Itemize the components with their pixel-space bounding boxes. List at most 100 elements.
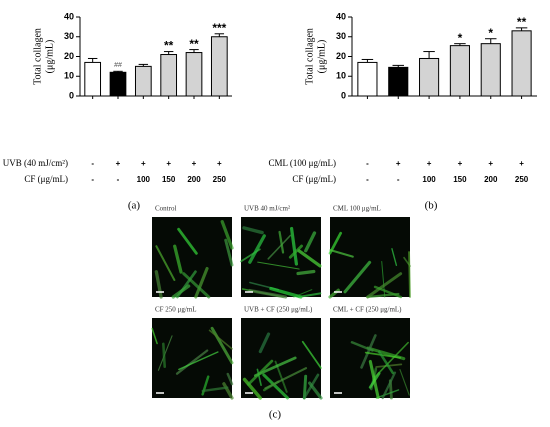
cell-fiber [289, 226, 299, 266]
x-tick-label: 100 [137, 175, 151, 184]
x-tick-label: - [91, 175, 94, 184]
image-caption: CF 250 μg/mL [155, 306, 196, 314]
x-tick-label: + [217, 159, 222, 168]
cell-fiber [360, 334, 377, 369]
x-tick-label: 250 [515, 175, 529, 184]
x-tick-label: + [192, 159, 197, 168]
cell-fiber [288, 244, 303, 259]
cell-fiber [155, 245, 176, 282]
y-tick-label: 40 [336, 11, 346, 21]
y-axis-label: Total collagen [32, 28, 43, 85]
y-tick-label: 0 [341, 90, 346, 100]
bar [109, 71, 127, 97]
y-axis-label: Total collagen [304, 28, 315, 85]
cell-fiber [262, 373, 290, 400]
x-tick-label: 200 [484, 175, 498, 184]
bar [449, 45, 470, 97]
cell-fiber [222, 382, 234, 400]
x-tick-label: + [116, 159, 121, 168]
x-tick-label: + [166, 159, 171, 168]
cell-fiber [373, 285, 403, 299]
x-tick-label: - [91, 159, 94, 168]
y-tick-label: 20 [64, 51, 74, 61]
cell-fiber [364, 351, 402, 359]
y-tick-label: 0 [69, 90, 74, 100]
image-caption: CML 100 μg/mL [333, 205, 381, 213]
y-axis-label: (μg/mL) [44, 40, 55, 74]
significance-label: ** [164, 39, 174, 53]
cell-fiber [247, 359, 274, 386]
cell-fiber [194, 266, 209, 299]
cell-fiber [175, 349, 209, 375]
cell-fiber [377, 350, 395, 375]
x-tick-label: + [519, 159, 524, 168]
cell-fiber [267, 234, 292, 260]
x-tick-label: + [396, 159, 401, 168]
bar [357, 61, 378, 97]
cell-fiber [173, 244, 183, 274]
cell-fiber [151, 327, 158, 345]
x-row-label: UVB (40 mJ/cm²) [3, 158, 68, 168]
cell-fiber [366, 272, 403, 299]
cell-fiber [248, 288, 288, 299]
cell-fiber [154, 270, 163, 299]
cell-fiber [264, 367, 308, 390]
significance-label: ## [114, 62, 122, 69]
significance-label: ** [517, 15, 527, 29]
image-caption: UVB 40 mJ/cm² [244, 205, 290, 213]
cell-fiber [297, 292, 322, 298]
cell-fiber [374, 341, 409, 378]
micrograph [330, 217, 410, 297]
significance-label: ** [189, 37, 199, 51]
cell-fiber [343, 260, 372, 294]
x-tick-label: - [366, 159, 369, 168]
y-tick-label: 30 [64, 31, 74, 41]
cell-fiber [171, 284, 191, 299]
cell-fiber [256, 368, 262, 386]
cell-fiber [201, 386, 229, 393]
cell-fiber [257, 261, 300, 270]
cell-fiber [304, 231, 317, 253]
cell-fiber [157, 335, 173, 371]
cell-fiber [297, 249, 322, 268]
cell-fiber [329, 249, 354, 258]
panel-label: (b) [425, 200, 438, 212]
cell-fiber [162, 342, 166, 369]
cell-fiber [178, 351, 219, 371]
micrograph [241, 318, 321, 398]
cell-fiber [408, 251, 411, 298]
cell-fiber [391, 248, 398, 266]
cell-fiber [258, 332, 271, 354]
cell-fiber [224, 238, 234, 267]
y-tick-label: 40 [64, 11, 74, 21]
x-tick-label: - [117, 175, 120, 184]
bar [511, 30, 532, 97]
bar [84, 61, 102, 97]
bar [134, 65, 152, 97]
panel-label: (a) [128, 200, 141, 212]
cell-fiber [242, 226, 264, 235]
image-caption: Control [155, 205, 176, 213]
bar [210, 36, 228, 97]
x-tick-label: - [397, 175, 400, 184]
x-tick-label: + [458, 159, 463, 168]
x-tick-label: + [427, 159, 432, 168]
cell-fiber [308, 381, 323, 400]
cell-fiber [381, 371, 397, 400]
y-axis-label: (μg/mL) [316, 40, 327, 74]
cell-fiber [242, 377, 263, 400]
y-tick-label: 10 [336, 71, 346, 81]
cell-fiber [248, 234, 266, 264]
image-caption: CML + CF (250 μg/mL) [333, 306, 402, 314]
cell-fiber [220, 220, 234, 250]
cell-fiber [182, 272, 211, 299]
cell-fiber [226, 372, 234, 386]
significance-label: * [458, 31, 463, 45]
x-row-label: CML (100 μg/mL) [269, 158, 337, 168]
x-tick-label: 250 [213, 175, 227, 184]
cell-fiber [399, 368, 410, 396]
y-tick-label: 30 [336, 31, 346, 41]
cell-fiber [296, 269, 316, 276]
significance-label: * [488, 26, 493, 40]
